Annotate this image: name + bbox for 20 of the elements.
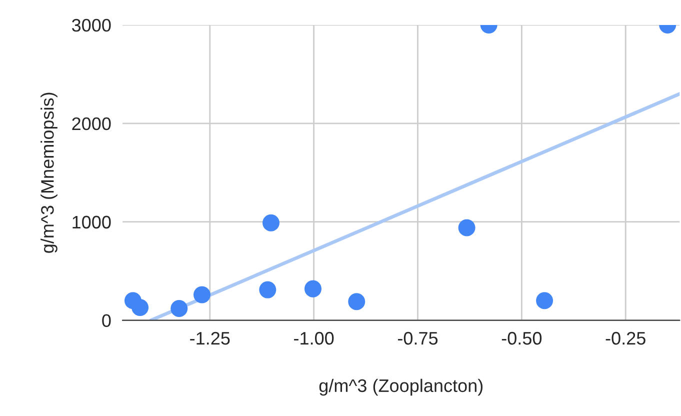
point: [348, 293, 366, 310]
x-tick-label: -0.75: [398, 332, 438, 345]
point: [170, 300, 188, 318]
point: [262, 214, 280, 232]
point: [193, 286, 210, 304]
point: [458, 219, 476, 236]
x-tick-label: -0.50: [502, 332, 542, 345]
x-tick-label: -0.25: [606, 332, 646, 345]
x-tick-label: -1.00: [294, 332, 334, 345]
y-tick-label: 3000: [72, 18, 111, 32]
x-tick-label: -1.25: [190, 332, 230, 345]
y-axis-title: g/m^3 (Mnemiopsis): [40, 92, 58, 253]
point: [536, 292, 554, 310]
point: [132, 299, 149, 316]
y-tick-label: 0: [102, 314, 111, 328]
x-axis-title: g/m^3 (Zooplancton): [319, 378, 483, 396]
y-tick-label: 1000: [72, 216, 111, 229]
y-tick-label: 2000: [72, 117, 111, 130]
point: [259, 281, 276, 298]
point: [304, 280, 322, 298]
